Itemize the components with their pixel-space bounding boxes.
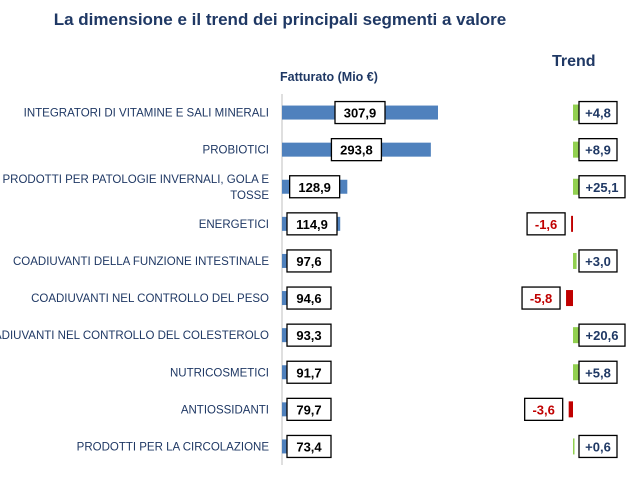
- value-data-label: 93,3: [296, 328, 321, 343]
- category-label-line: COADIUVANTI NEL CONTROLLO DEL PESO: [31, 293, 269, 305]
- category-label-line: ENERGETICI: [199, 219, 269, 231]
- value-data-label: 114,9: [296, 217, 328, 232]
- value-data-label: 94,6: [296, 291, 321, 306]
- category-label-line: NUTRICOSMETICI: [170, 367, 269, 379]
- trend-label-box: [578, 360, 618, 384]
- category-label: COADIUVANTI NEL CONTROLLO DEL COLESTEROL…: [0, 330, 269, 342]
- trend-label-box: [526, 212, 566, 236]
- value-data-label: 79,7: [296, 402, 321, 417]
- category-label: NUTRICOSMETICI: [170, 367, 269, 379]
- value-data-label: 97,6: [296, 254, 321, 269]
- category-label: ENERGETICI: [199, 219, 269, 231]
- value-label-box: [286, 286, 332, 310]
- trend-data-label: +4,8: [585, 106, 611, 121]
- category-label: COADIUVANTI DELLA FUNZIONE INTESTINALE: [13, 256, 269, 268]
- value-label-box: [286, 434, 332, 459]
- value-data-label: 91,7: [296, 365, 321, 380]
- value-data-label: 293,8: [340, 143, 373, 158]
- trend-data-label: +8,9: [585, 143, 611, 158]
- value-label-box: [286, 249, 332, 273]
- category-label-line: ANTIOSSIDANTI: [181, 404, 269, 416]
- trend-bar: [573, 141, 584, 158]
- chart-title: La dimensione e il trend dei principali …: [53, 10, 507, 29]
- value-label-box: [286, 212, 338, 236]
- value-label-box: [334, 100, 386, 125]
- category-label-line: PRODOTTI PER PATOLOGIE INVERNALI, GOLA E: [3, 174, 270, 186]
- value-label-box: [330, 137, 383, 162]
- trend-label-box: [578, 434, 618, 459]
- trend-label-box: [524, 397, 564, 422]
- category-label: PROBIOTICI: [203, 145, 269, 157]
- trend-label-box: [521, 286, 561, 310]
- trend-data-label: +5,8: [585, 365, 611, 380]
- trend-label-box: [578, 175, 626, 199]
- trend-data-label: +25,1: [586, 180, 619, 195]
- category-label-line: COADIUVANTI DELLA FUNZIONE INTESTINALE: [13, 256, 269, 268]
- value-column-header: Fatturato (Mio €): [280, 70, 378, 84]
- category-label: INTEGRATORI DI VITAMINE E SALI MINERALI: [24, 108, 269, 120]
- value-label-box: [286, 323, 332, 347]
- value-label-box: [289, 175, 341, 199]
- value-label-box: [286, 360, 332, 384]
- trend-bar: [573, 104, 579, 121]
- trend-data-label: +3,0: [585, 254, 611, 269]
- trend-bar: [566, 290, 573, 307]
- category-label: PRODOTTI PER PATOLOGIE INVERNALI, GOLA E…: [3, 174, 270, 202]
- trend-data-label: -5,8: [530, 291, 552, 306]
- value-data-label: 307,9: [344, 106, 377, 121]
- trend-label-box: [578, 323, 626, 347]
- trend-column-header: Trend: [552, 53, 596, 70]
- category-label-line: PRODOTTI PER LA CIRCOLAZIONE: [77, 441, 270, 453]
- category-label-line: INTEGRATORI DI VITAMINE E SALI MINERALI: [24, 108, 269, 120]
- trend-data-label: +0,6: [585, 439, 611, 454]
- category-label-line: PROBIOTICI: [203, 145, 269, 157]
- trend-label-box: [578, 100, 618, 125]
- trend-bar: [573, 364, 580, 381]
- category-label: ANTIOSSIDANTI: [181, 404, 269, 416]
- category-label: COADIUVANTI NEL CONTROLLO DEL PESO: [31, 293, 269, 305]
- trend-data-label: +20,6: [586, 328, 619, 343]
- trend-label-box: [578, 249, 618, 273]
- trend-bar: [568, 401, 573, 418]
- trend-data-label: -1,6: [535, 217, 557, 232]
- category-label-line: TOSSE: [230, 190, 269, 202]
- trend-bar: [571, 215, 573, 232]
- category-label-line: COADIUVANTI NEL CONTROLLO DEL COLESTEROL…: [0, 330, 269, 342]
- trend-bar: [573, 252, 577, 269]
- value-data-label: 73,4: [296, 439, 322, 454]
- value-data-label: 128,9: [298, 180, 331, 195]
- trend-bar: [573, 438, 575, 455]
- trend-label-box: [578, 137, 618, 162]
- category-label: PRODOTTI PER LA CIRCOLAZIONE: [77, 441, 270, 453]
- value-label-box: [286, 397, 332, 422]
- trend-data-label: -3,6: [532, 402, 554, 417]
